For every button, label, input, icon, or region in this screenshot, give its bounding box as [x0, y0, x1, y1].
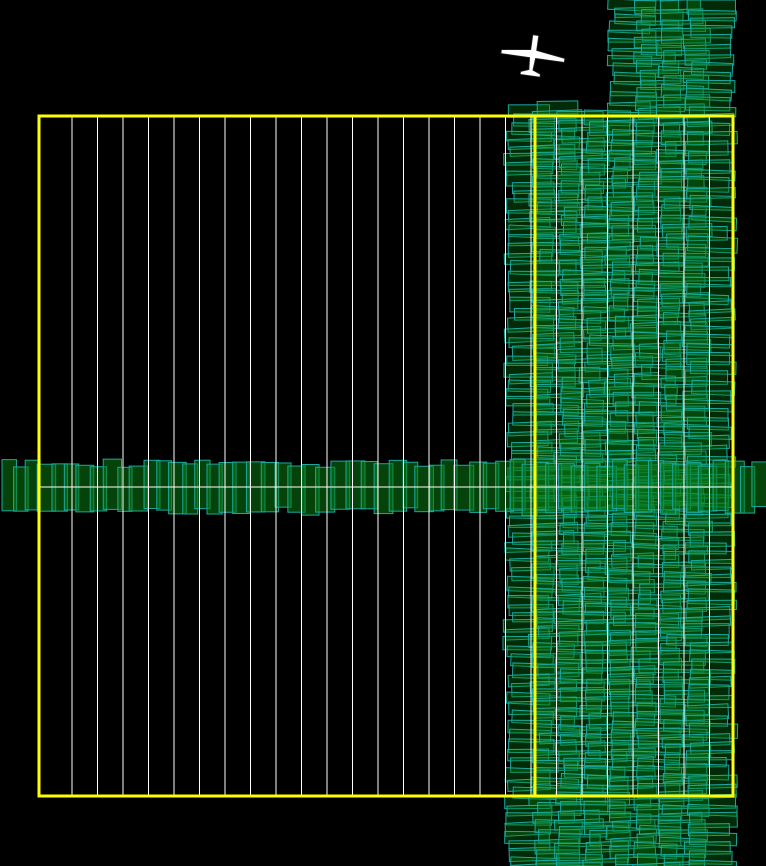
- completed-block-boundary[interactable]: [533, 114, 735, 798]
- completed-line-swath: [679, 0, 739, 866]
- cross-line-coverage-swath: [1, 458, 766, 517]
- airplane-icon[interactable]: [498, 31, 567, 81]
- vertical-coverage-swaths: [502, 0, 739, 866]
- cross-swath-footprint: [751, 461, 766, 508]
- planned-flight-lines: [71, 117, 710, 795]
